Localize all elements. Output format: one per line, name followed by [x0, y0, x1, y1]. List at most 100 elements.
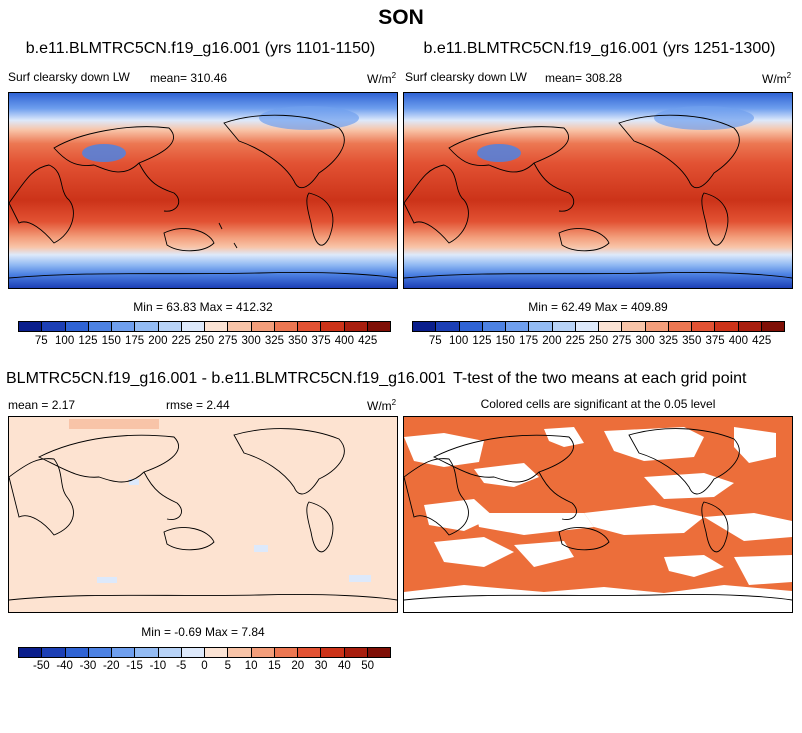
- panel2-colorbar: [412, 321, 785, 332]
- panel4-map-svg: [404, 417, 792, 612]
- panel1-mean-label: mean= 310.46: [150, 71, 228, 85]
- panel2-colorbar-box: [715, 322, 739, 331]
- panel1-colorbar-box: [298, 322, 322, 331]
- panel1-colorbar-box: [88, 322, 112, 331]
- panel3-stats: Min = -0.69 Max = 7.84: [141, 625, 265, 639]
- panel1-variable-label: Surf clearsky down LW: [8, 70, 130, 84]
- panel3-colorbar-ticks: -50 -40 -30 -20 -15 -10 -5 0 5 10 15 20 30 40 50: [18, 660, 391, 674]
- panel1-colorbar-box: [181, 322, 205, 331]
- panel2-colorbar-box: [622, 322, 646, 331]
- panel2-colorbar-box: [738, 322, 762, 331]
- panel1-tibet-low: [82, 144, 126, 162]
- panel1-colorbar: [18, 321, 391, 332]
- panel3-colorbar-tick-label: -20: [102, 660, 120, 672]
- panel1-colorbar-tick-label: 200: [148, 335, 168, 347]
- panel3-units: W/m2: [367, 398, 397, 413]
- panel2-colorbar-tick-label: 400: [728, 335, 748, 347]
- panel1-colorbar-tick-label: 400: [334, 335, 354, 347]
- panel1-map-svg: [9, 93, 397, 288]
- panel3-colorbar-box: [367, 648, 390, 657]
- panel2-colorbar-ticks: 75 100 125 150 175 200 225 250 275 300 325 350 375 40…: [412, 335, 785, 349]
- panel4-subtitle: Colored cells are significant at the 0.0…: [480, 397, 716, 411]
- panel3-colorbar-box: [42, 648, 66, 657]
- panel2-colorbar-box: [599, 322, 623, 331]
- panel2-colorbar-tick-label: 425: [752, 335, 772, 347]
- panel3-colorbar-tick-label: -30: [79, 660, 97, 672]
- panel2-colorbar-tick-label: 200: [542, 335, 562, 347]
- panel2-colorbar-tick-label: 250: [588, 335, 609, 347]
- season-title: SON: [378, 6, 424, 29]
- panel1-colorbar-box: [65, 322, 89, 331]
- panel2-colorbar-tick-label: 275: [612, 335, 632, 347]
- panel2-colorbar-tick-label: 150: [495, 335, 515, 347]
- panel2-colorbar-box: [668, 322, 692, 331]
- panel4-title: T-test of the two means at each grid poi…: [453, 370, 747, 387]
- panel1-colorbar-box: [251, 322, 275, 331]
- panel1-colorbar-tick-label: 350: [288, 335, 308, 347]
- panel2-colorbar-tick-label: 325: [658, 335, 679, 347]
- panel1-units: W/m2: [367, 71, 397, 86]
- panel2-colorbar-tick-label: 100: [449, 335, 469, 347]
- panel3-colorbar-tick-label: 30: [314, 660, 328, 672]
- panel3-colorbar-tick-label: 10: [244, 660, 258, 672]
- panel1-colorbar-tick-label: 250: [194, 335, 215, 347]
- panel3-map: [8, 416, 398, 613]
- panel3-colorbar-box: [274, 648, 298, 657]
- panel3-colorbar-tick-label: -40: [56, 660, 73, 672]
- panel1-coastlines: [9, 114, 397, 279]
- panel2-units: W/m2: [762, 71, 792, 86]
- panel3-colorbar-tick-label: 50: [361, 660, 375, 672]
- panel3-map-svg: [9, 417, 397, 612]
- panel1-colorbar-box: [42, 322, 66, 331]
- panel2-tibet-low: [477, 144, 521, 162]
- panel1-colorbar-tick-label: 225: [171, 335, 191, 347]
- panel1-colorbar-box: [19, 322, 43, 331]
- panel3-cool-patch-4: [349, 575, 371, 582]
- panel3-colorbar-box: [205, 648, 229, 657]
- panel2-colorbar-box: [529, 322, 553, 331]
- panel1-colorbar-box: [158, 322, 182, 331]
- panel2-colorbar-box: [692, 322, 716, 331]
- panel3-mean-label: mean = 2.17: [8, 398, 76, 412]
- panel1-colorbar-tick-label: 150: [101, 335, 121, 347]
- panel3-colorbar-tick-label: -10: [149, 660, 167, 672]
- panel1-title: b.e11.BLMTRC5CN.f19_g16.001 (yrs 1101-11…: [25, 40, 376, 57]
- panel2-colorbar-box: [575, 322, 599, 331]
- panel3-colorbar-tick-label: 5: [224, 660, 232, 672]
- panel2-colorbar-tick-label: 175: [518, 335, 539, 347]
- panel3-colorbar-box: [251, 648, 275, 657]
- panel3-colorbar-box: [112, 648, 136, 657]
- panel2-colorbar-box: [761, 322, 784, 331]
- panel3-colorbar-box: [135, 648, 159, 657]
- panel3-colorbar-tick-label: -15: [126, 660, 143, 672]
- panel3-field: [9, 417, 397, 612]
- panel4-map: [403, 416, 793, 613]
- panel3-rmse-label: rmse = 2.44: [166, 398, 230, 412]
- panel3-colorbar-box: [298, 648, 322, 657]
- panel3-colorbar-box: [158, 648, 182, 657]
- panel3-colorbar-box: [228, 648, 252, 657]
- panel3-colorbar-tick-label: 0: [201, 660, 208, 672]
- panel2-title: b.e11.BLMTRC5CN.f19_g16.001 (yrs 1251-13…: [423, 40, 776, 57]
- panel3-colorbar-box: [344, 648, 368, 657]
- panel1-colorbar-tick-label: 325: [264, 335, 285, 347]
- panel1-colorbar-box: [367, 322, 390, 331]
- panel1-colorbar-tick-label: 375: [311, 335, 331, 347]
- panel2-colorbar-box: [436, 322, 460, 331]
- panel1-colorbar-box: [112, 322, 136, 331]
- panel2-stats: Min = 62.49 Max = 409.89: [528, 300, 668, 314]
- panel2-colorbar-tick-label: 75: [428, 335, 442, 347]
- panel3-colorbar-box: [65, 648, 89, 657]
- panel1-colorbar-box: [274, 322, 298, 331]
- panel2-map-svg: [404, 93, 792, 288]
- panel3-colorbar-box: [19, 648, 43, 657]
- panel3-colorbar-box: [321, 648, 345, 657]
- panel2-colorbar-tick-label: 125: [472, 335, 492, 347]
- panel2-colorbar-box: [482, 322, 506, 331]
- panel1-stats: Min = 63.83 Max = 412.32: [133, 300, 273, 314]
- panel2-variable-label: Surf clearsky down LW: [405, 70, 527, 84]
- panel3-colorbar-box: [181, 648, 205, 657]
- panel2-colorbar-box: [413, 322, 437, 331]
- panel1-colorbar-tick-label: 175: [124, 335, 145, 347]
- panel1-colorbar-box: [321, 322, 345, 331]
